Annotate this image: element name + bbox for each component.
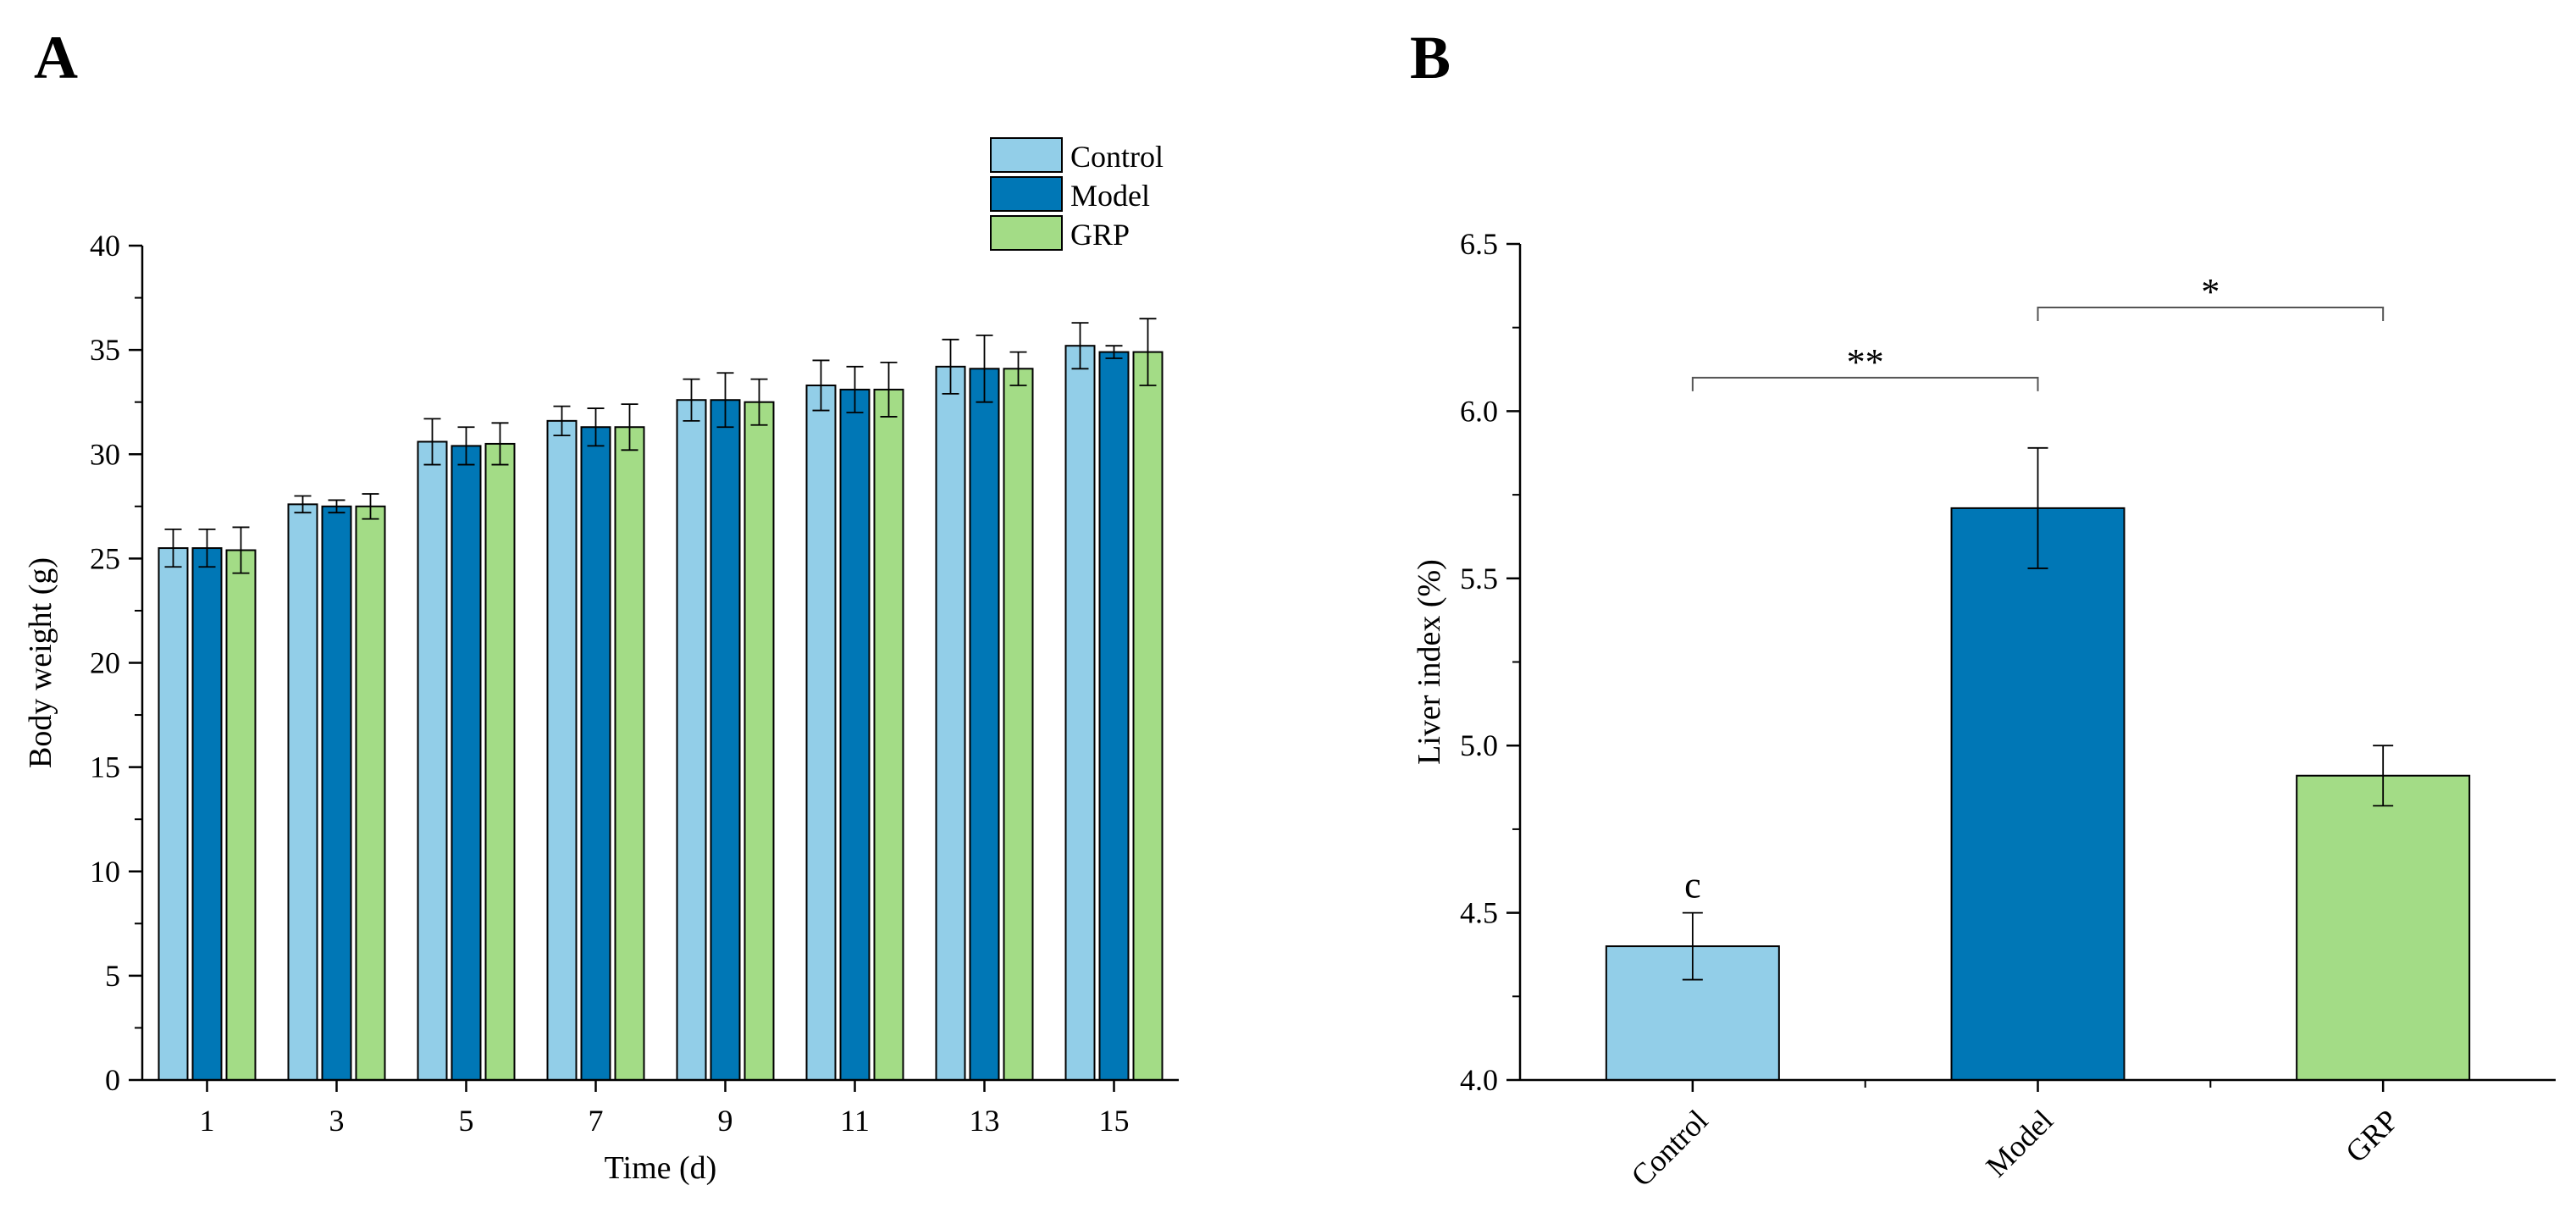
bar-grp-day-13: [1003, 368, 1034, 1082]
x-axis-title: Time (d): [605, 1150, 717, 1186]
y-tick-label: 30: [90, 437, 120, 471]
bar-grp-day-7: [614, 426, 645, 1081]
x-tick-label: 7: [589, 1104, 604, 1138]
legend: Control Model GRP: [990, 137, 1164, 252]
x-tick-label: Model: [1979, 1103, 2059, 1183]
panel-a-label: A: [34, 24, 78, 91]
x-tick-label: Control: [1624, 1103, 1714, 1193]
bar-grp-day-9: [744, 401, 775, 1081]
x-tick-label: 13: [970, 1104, 1000, 1138]
bar-control-day-15: [1064, 345, 1096, 1081]
x-tick-label: 11: [840, 1104, 870, 1138]
bar-model-day-1: [191, 547, 223, 1081]
significance-label: *: [2201, 271, 2219, 313]
bar-control-day-5: [417, 440, 448, 1081]
bar-model: [1950, 507, 2125, 1081]
y-tick-label: 25: [90, 541, 120, 575]
y-tick-label: 5.5: [1460, 562, 1498, 595]
bar-grp-day-3: [355, 505, 386, 1081]
y-tick-label: 20: [90, 646, 120, 680]
y-tick-label: 10: [90, 855, 120, 889]
bar-grp-day-15: [1132, 351, 1164, 1081]
x-tick-label: 1: [200, 1104, 215, 1138]
bar-control-day-1: [158, 547, 189, 1081]
bar-model-day-15: [1098, 351, 1130, 1081]
x-tick-label: GRP: [2339, 1103, 2405, 1169]
y-tick-label: 15: [90, 750, 120, 784]
y-tick-label: 4.0: [1460, 1063, 1498, 1097]
legend-swatch-model: [990, 176, 1063, 212]
y-tick-label: 5.0: [1460, 728, 1498, 762]
y-axis-title: Body weight (g): [23, 557, 58, 768]
x-tick-label: 15: [1099, 1104, 1130, 1138]
bar-control-day-7: [546, 419, 578, 1082]
legend-label-model: Model: [1070, 179, 1150, 213]
bar-model-day-13: [969, 368, 1000, 1082]
bar-control-day-9: [676, 399, 707, 1082]
bar-model-day-7: [580, 426, 611, 1081]
bar-model-day-5: [451, 445, 482, 1081]
legend-label-grp: GRP: [1070, 218, 1130, 252]
panel-b-label: B: [1410, 24, 1451, 91]
bar-model-day-9: [710, 399, 741, 1082]
x-tick-label: 9: [718, 1104, 733, 1138]
significance-label: **: [1847, 341, 1884, 383]
bar-grp-day-11: [873, 388, 904, 1082]
bar-model-day-11: [839, 388, 871, 1082]
y-tick-label: 35: [90, 333, 120, 367]
bar-control-day-13: [935, 365, 966, 1081]
legend-label-control: Control: [1070, 140, 1164, 174]
y-tick-label: 0: [105, 1063, 120, 1097]
bar-control-day-11: [805, 384, 837, 1081]
bar-grp-day-1: [225, 549, 257, 1081]
bar-letter-label: c: [1684, 865, 1701, 906]
y-tick-label: 6.0: [1460, 394, 1498, 428]
significance-bracket: [1691, 376, 2039, 391]
significance-bracket: [2037, 307, 2385, 322]
bar-model-day-3: [321, 505, 352, 1081]
x-tick-label: 3: [329, 1104, 345, 1138]
legend-swatch-control: [990, 137, 1063, 173]
y-tick-label: 6.5: [1460, 227, 1498, 261]
x-tick-label: 5: [459, 1104, 474, 1138]
legend-swatch-grp: [990, 215, 1063, 251]
y-axis-title: Liver index (%): [1412, 559, 1447, 765]
bar-control-day-3: [287, 503, 318, 1081]
y-tick-label: 40: [90, 229, 120, 263]
bar-grp-day-5: [484, 442, 516, 1081]
y-tick-label: 4.5: [1460, 896, 1498, 930]
bar-grp: [2296, 774, 2471, 1081]
y-tick-label: 5: [105, 959, 120, 993]
